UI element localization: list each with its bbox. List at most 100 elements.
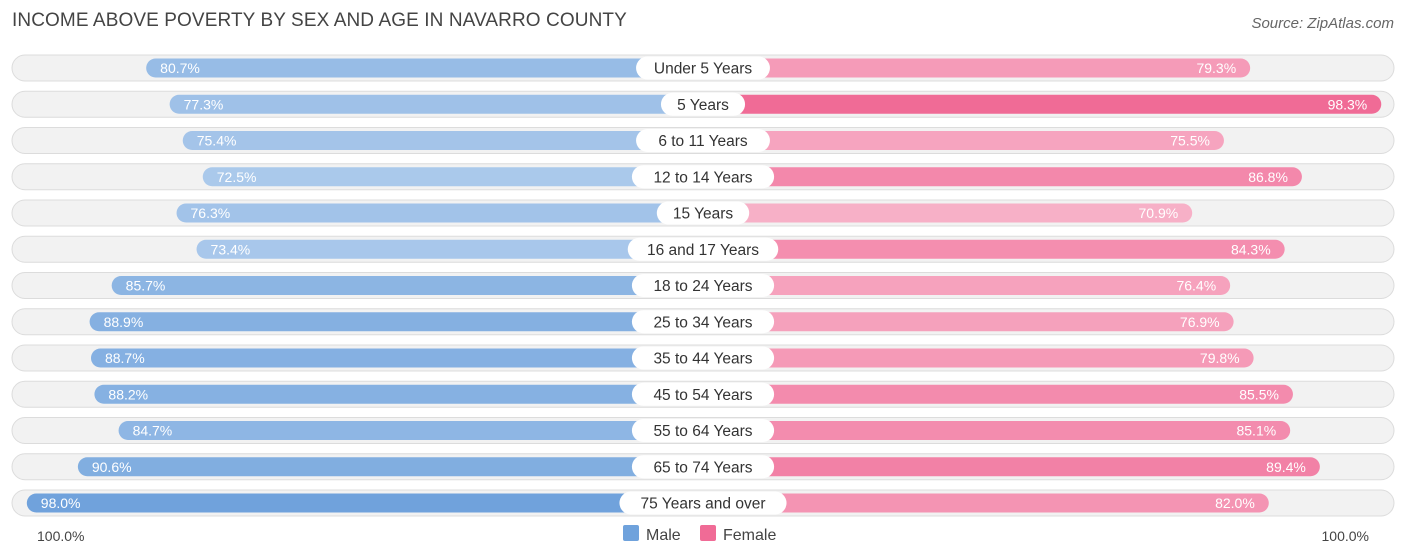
- chart-row: 85.7% 76.4% 18 to 24 Years: [11, 272, 1395, 299]
- category-pill: [631, 274, 775, 297]
- bar-male: [94, 384, 704, 404]
- bar-male: [146, 58, 704, 78]
- chart-row: 72.5% 86.8% 12 to 14 Years: [11, 163, 1395, 191]
- bar-female: [703, 58, 1251, 78]
- bar-female: [703, 421, 1291, 440]
- chart-row: 84.7% 85.1% 55 to 64 Years: [11, 417, 1395, 444]
- bar-label-male: 77.3%: [184, 96, 224, 112]
- category-pill: [631, 419, 775, 442]
- category-label: 5 Years: [677, 97, 729, 114]
- chart-row: 80.7% 79.3% Under 5 Years: [11, 54, 1395, 82]
- bar-female: [703, 167, 1302, 187]
- bar-male: [182, 131, 704, 150]
- chart-row: 90.6% 89.4% 65 to 74 Years: [11, 453, 1395, 481]
- category-label: 15 Years: [673, 206, 734, 223]
- bar-label-male: 88.9%: [104, 314, 144, 330]
- chart-row: 98.0% 82.0% 75 Years and over: [11, 489, 1395, 517]
- bar-female: [703, 384, 1293, 404]
- bar-label-female: 82.0%: [1215, 495, 1255, 511]
- bar-label-male: 98.0%: [41, 495, 81, 511]
- category-pill: [631, 455, 775, 479]
- category-label: 6 to 11 Years: [658, 133, 748, 150]
- bar-label-female: 86.8%: [1248, 169, 1288, 185]
- legend-swatch-male: [623, 525, 639, 541]
- bar-label-female: 70.9%: [1139, 205, 1179, 221]
- bar-label-male: 72.5%: [217, 169, 257, 185]
- category-label: 35 to 44 Years: [653, 351, 752, 368]
- category-label: 45 to 54 Years: [653, 387, 752, 404]
- category-pill: [631, 346, 775, 370]
- category-pill: [636, 129, 770, 152]
- bar-label-female: 79.3%: [1196, 60, 1236, 76]
- chart-row: 88.7% 79.8% 35 to 44 Years: [11, 344, 1395, 372]
- bar-male: [90, 348, 704, 368]
- bar-female: [703, 94, 1382, 114]
- category-pill: [636, 56, 770, 80]
- bar-label-male: 85.7%: [126, 278, 166, 294]
- bar-male: [169, 94, 703, 114]
- bar-label-male: 90.6%: [92, 459, 132, 475]
- legend: Male Female: [623, 525, 776, 544]
- bar-label-male: 84.7%: [133, 423, 173, 439]
- category-label: 12 to 14 Years: [653, 169, 752, 186]
- chart-row: 88.2% 85.5% 45 to 54 Years: [11, 380, 1395, 408]
- category-label: 18 to 24 Years: [653, 278, 752, 295]
- chart-row: 73.4% 84.3% 16 and 17 Years: [11, 235, 1395, 263]
- bar-female: [703, 348, 1254, 368]
- bar-label-male: 80.7%: [160, 60, 200, 76]
- bar-label-male: 76.3%: [191, 205, 231, 221]
- category-pill: [627, 237, 779, 261]
- bar-male: [196, 239, 704, 259]
- legend-swatch-female: [700, 525, 716, 541]
- bar-female: [703, 131, 1224, 150]
- category-pill: [631, 165, 775, 189]
- bar-label-female: 85.5%: [1239, 386, 1279, 402]
- bar-label-female: 84.3%: [1231, 241, 1271, 257]
- legend-label-female: Female: [723, 527, 776, 544]
- chart-title: INCOME ABOVE POVERTY BY SEX AND AGE IN N…: [12, 10, 627, 31]
- category-pill: [619, 491, 787, 515]
- chart-row: 76.3% 70.9% 15 Years: [11, 199, 1395, 227]
- bar-male: [202, 167, 703, 187]
- bar-label-female: 98.3%: [1328, 96, 1368, 112]
- category-label: 75 Years and over: [641, 496, 766, 513]
- bar-male: [77, 457, 704, 477]
- category-pill: [631, 382, 775, 406]
- category-label: Under 5 Years: [654, 61, 752, 78]
- bar-male: [89, 312, 704, 332]
- bar-label-female: 75.5%: [1170, 133, 1210, 149]
- bar-label-male: 88.7%: [105, 350, 145, 366]
- bar-label-female: 76.4%: [1176, 278, 1216, 294]
- bar-male: [26, 493, 704, 513]
- axis-right-label: 100.0%: [1322, 528, 1369, 544]
- legend-label-male: Male: [646, 527, 681, 544]
- category-label: 25 to 34 Years: [653, 314, 752, 331]
- bar-label-male: 88.2%: [108, 386, 148, 402]
- bar-label-female: 89.4%: [1266, 459, 1306, 475]
- chart-row: 77.3% 98.3% 5 Years: [11, 90, 1395, 118]
- chart-row: 75.4% 75.5% 6 to 11 Years: [11, 127, 1395, 154]
- bar-female: [703, 493, 1269, 513]
- bar-male: [176, 203, 703, 223]
- category-pill: [656, 201, 750, 225]
- bar-label-female: 79.8%: [1200, 350, 1240, 366]
- category-pill: [631, 310, 775, 334]
- chart-source: Source: ZipAtlas.com: [1251, 15, 1394, 32]
- bar-male: [111, 276, 704, 295]
- bar-female: [703, 239, 1285, 259]
- bar-male: [118, 421, 703, 440]
- bar-female: [703, 312, 1234, 332]
- bar-label-male: 73.4%: [211, 241, 251, 257]
- category-label: 55 to 64 Years: [653, 423, 752, 440]
- bar-female: [703, 203, 1193, 223]
- category-pill: [660, 92, 746, 116]
- bar-female: [703, 276, 1231, 295]
- bar-label-female: 85.1%: [1236, 423, 1276, 439]
- category-label: 65 to 74 Years: [653, 459, 752, 476]
- chart-row: 88.9% 76.9% 25 to 34 Years: [11, 308, 1395, 336]
- bar-female: [703, 457, 1320, 477]
- axis-left-label: 100.0%: [37, 528, 84, 544]
- category-label: 16 and 17 Years: [647, 242, 759, 259]
- bar-label-male: 75.4%: [197, 133, 237, 149]
